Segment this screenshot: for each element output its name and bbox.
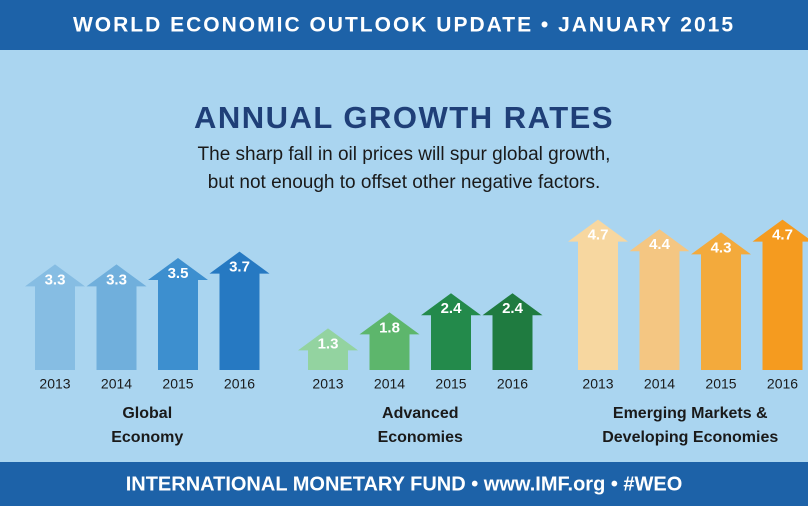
group-title: Economies <box>378 429 463 446</box>
group-title: Economy <box>111 429 183 446</box>
x-tick-label: 2013 <box>312 376 343 392</box>
x-tick-label: 2014 <box>374 376 405 392</box>
x-tick-label: 2016 <box>497 376 528 392</box>
x-tick-label: 2016 <box>767 376 798 392</box>
arrow-bar <box>298 328 358 370</box>
group-title: Advanced <box>382 405 458 422</box>
value-label: 4.3 <box>711 239 732 256</box>
arrow-bar <box>752 219 808 370</box>
value-label: 3.3 <box>45 271 66 288</box>
arrow-bar <box>568 219 628 370</box>
arrow-bar <box>359 312 420 370</box>
arrow-bar <box>148 258 208 370</box>
arrow-bar <box>421 293 481 370</box>
group-title: Global <box>122 405 172 422</box>
arrow-bar <box>86 264 147 370</box>
x-tick-label: 2016 <box>224 376 255 392</box>
value-label: 1.3 <box>318 335 339 352</box>
value-label: 4.7 <box>772 227 793 244</box>
x-tick-label: 2015 <box>705 376 736 392</box>
banner: WORLD ECONOMIC OUTLOOK UPDATE • JANUARY … <box>73 14 735 37</box>
value-label: 2.4 <box>502 300 524 317</box>
value-label: 2.4 <box>441 300 463 317</box>
x-tick-label: 2015 <box>435 376 466 392</box>
value-label: 3.7 <box>229 259 250 276</box>
banner-band <box>0 0 808 50</box>
subtitle: but not enough to offset other negative … <box>208 172 601 193</box>
footer-band <box>0 462 808 506</box>
value-label: 4.7 <box>588 227 609 244</box>
arrow-bar <box>482 293 543 370</box>
arrow-bar <box>691 232 751 370</box>
x-tick-label: 2014 <box>644 376 675 392</box>
value-label: 3.3 <box>106 271 127 288</box>
group-title: Developing Economies <box>602 429 778 446</box>
value-label: 4.4 <box>649 236 671 253</box>
x-tick-label: 2013 <box>582 376 613 392</box>
subtitle: The sharp fall in oil prices will spur g… <box>198 144 611 165</box>
x-tick-label: 2015 <box>162 376 193 392</box>
x-tick-label: 2014 <box>101 376 132 392</box>
value-label: 3.5 <box>168 265 189 282</box>
value-label: 1.8 <box>379 319 400 336</box>
footer: INTERNATIONAL MONETARY FUND • www.IMF.or… <box>126 473 683 495</box>
arrow-bar <box>209 251 270 370</box>
arrow-bar <box>25 264 85 370</box>
arrow-bar <box>629 229 690 370</box>
title: ANNUAL GROWTH RATES <box>194 100 614 135</box>
group-title: Emerging Markets & <box>613 405 768 422</box>
x-tick-label: 2013 <box>39 376 70 392</box>
